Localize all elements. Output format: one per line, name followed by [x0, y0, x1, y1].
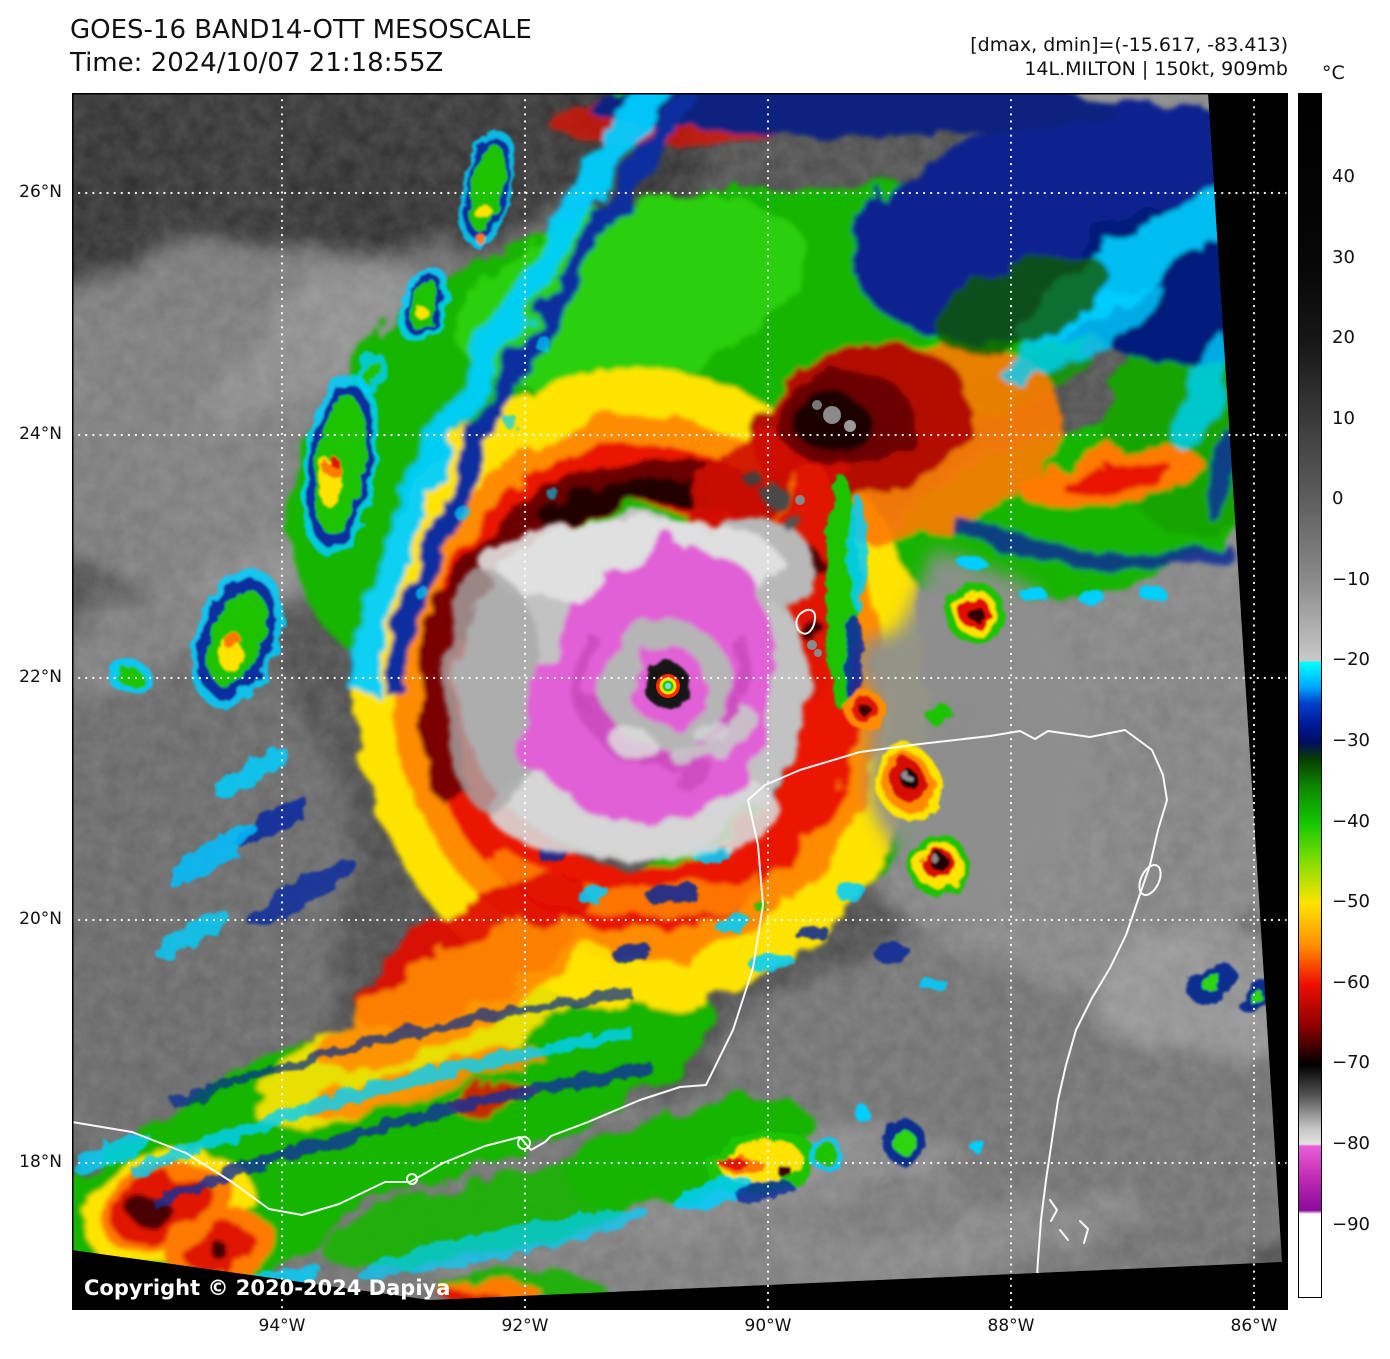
colorbar-tick: 30: [1332, 247, 1355, 268]
colorbar-tick: −50: [1332, 891, 1370, 912]
map-border: [72, 93, 1288, 1310]
x-axis-tick-88w: 88°W: [987, 1316, 1035, 1336]
x-axis-tick-86w: 86°W: [1230, 1316, 1278, 1336]
y-axis-tick-20n: 20°N: [19, 909, 62, 929]
colorbar-tick: −80: [1332, 1133, 1370, 1154]
colorbar-unit-label: °C: [1322, 62, 1345, 84]
product-title: GOES-16 BAND14-OTT MESOSCALE: [70, 15, 532, 45]
dmax-dmin-readout: [dmax, dmin]=(-15.617, -83.413): [970, 34, 1288, 56]
colorbar-tick: 40: [1332, 166, 1355, 187]
x-axis-tick-90w: 90°W: [744, 1316, 792, 1336]
temperature-colorbar: [1298, 93, 1322, 1298]
colorbar-tick: −10: [1332, 569, 1370, 590]
colorbar-tick: −40: [1332, 811, 1370, 832]
x-axis-tick-92w: 92°W: [501, 1316, 549, 1336]
satellite-data-region: [72, 93, 1282, 1300]
overshooting-tops: [795, 400, 856, 657]
y-axis-tick-26n: 26°N: [19, 182, 62, 202]
storm-intensity-readout: 14L.MILTON | 150kt, 909mb: [1024, 58, 1288, 80]
x-axis-tick-94w: 94°W: [258, 1316, 306, 1336]
satellite-image: [72, 93, 1288, 1310]
colorbar-tick: −20: [1332, 649, 1370, 670]
colorbar-tick: −30: [1332, 730, 1370, 751]
colorbar-tick: 0: [1332, 488, 1344, 509]
colorbar-tick: 20: [1332, 327, 1355, 348]
colorbar-tick: −70: [1332, 1052, 1370, 1073]
colorbar-tick: 10: [1332, 408, 1355, 429]
y-axis-tick-24n: 24°N: [19, 424, 62, 444]
cozumel-island: [1138, 864, 1162, 896]
hurricane-eye: [645, 663, 691, 709]
timestamp: Time: 2024/10/07 21:18:55Z: [70, 48, 444, 78]
alacranes-reef: [795, 608, 817, 635]
page-title: GOES-16 BAND14-OTT MESOSCALE Time: 2024/…: [70, 14, 532, 80]
storm-info: [dmax, dmin]=(-15.617, -83.413) 14L.MILT…: [970, 33, 1288, 81]
y-axis-tick-22n: 22°N: [19, 667, 62, 687]
copyright-watermark: Copyright © 2020-2024 Dapiya: [84, 1276, 451, 1300]
colorbar-tick: −90: [1332, 1214, 1370, 1235]
y-axis-tick-18n: 18°N: [19, 1152, 62, 1172]
colorbar-tick: −60: [1332, 972, 1370, 993]
